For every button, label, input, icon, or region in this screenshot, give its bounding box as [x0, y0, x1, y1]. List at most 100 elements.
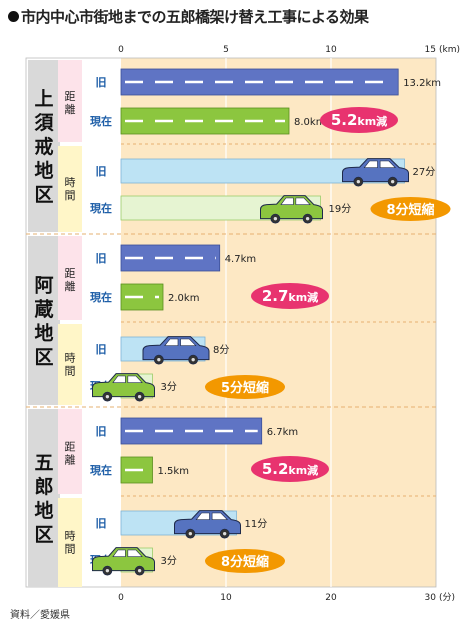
old-row-label: 旧: [96, 165, 107, 178]
distance-cell: [58, 409, 82, 494]
time-label-char: 間: [65, 543, 76, 556]
car-hubcap: [157, 357, 161, 362]
time-reduction-badge: 5分短縮: [205, 375, 285, 399]
car-window: [112, 375, 126, 383]
time-new-value: 19分: [329, 203, 352, 215]
old-row-label: 旧: [96, 517, 107, 530]
bottom-axis-tick-label: 0: [118, 593, 124, 603]
badge-text-part: 5.2: [331, 111, 358, 129]
car-hubcap: [390, 179, 395, 184]
distance-reduction-badge: 5.2km減: [251, 456, 329, 482]
distance-label: 距離: [65, 267, 76, 293]
distance-label-char: 離: [65, 453, 76, 467]
time-cell: [58, 146, 82, 232]
distance-reduction-badge: 2.7km減: [251, 283, 329, 309]
car-hubcap: [305, 216, 310, 221]
bottom-axis-tick-label: 20: [325, 593, 337, 603]
top-axis-unit: (km): [439, 45, 460, 55]
car-window: [280, 197, 294, 205]
region-name-char: 地: [34, 159, 53, 182]
distance-label: 距離: [65, 441, 76, 467]
car-hubcap: [356, 179, 361, 184]
car-hubcap: [273, 216, 278, 221]
region-name-char: 阿: [34, 275, 53, 297]
distance-new-value: 2.0km: [168, 293, 199, 304]
time-label: 時間: [65, 352, 76, 378]
distance-reduction-badge: 5.2km減: [320, 107, 398, 133]
badge-text-part: 8分短縮: [386, 202, 434, 218]
region-name-char: 区: [34, 347, 53, 369]
badge-shape: [370, 197, 451, 221]
badge-text-part: km減: [288, 290, 318, 304]
badge-text-part: km減: [357, 114, 387, 128]
badge-text: 5.2km減: [331, 111, 387, 129]
bottom-axis-unit: (分): [439, 592, 455, 603]
distance-label-char: 距: [65, 267, 76, 280]
car-window: [195, 512, 210, 520]
top-axis-tick-label: 5: [223, 45, 229, 55]
car-window: [127, 375, 143, 383]
car-window: [164, 338, 179, 346]
time-old-value: 27分: [413, 166, 436, 178]
badge-text-part: 5分短縮: [221, 380, 269, 396]
old-row-label: 旧: [96, 343, 107, 356]
distance-cell: [58, 236, 82, 320]
distance-old-value: 13.2km: [403, 78, 441, 89]
car-hubcap: [222, 531, 227, 536]
badge-shape: [251, 283, 329, 309]
current-row-label: 現在: [90, 201, 112, 215]
distance-label-char: 離: [65, 102, 76, 116]
region-name-char: 郎: [34, 475, 53, 498]
car-icon: [142, 336, 210, 365]
car-window: [127, 549, 143, 557]
car-hubcap: [137, 394, 142, 399]
region-name-char: 区: [34, 184, 53, 206]
badge-shape: [205, 375, 285, 399]
car-hubcap: [105, 394, 110, 399]
time-label-char: 時: [65, 530, 76, 543]
distance-label-char: 距: [65, 90, 76, 103]
region-name-char: 地: [34, 499, 53, 522]
car-window: [211, 512, 229, 520]
time-label-char: 時: [65, 352, 76, 365]
badge-shape: [320, 107, 398, 133]
distance-old-value: 4.7km: [225, 254, 256, 265]
badge-text: 5分短縮: [221, 380, 269, 396]
bottom-axis-tick-label: 10: [220, 593, 232, 603]
badge-text-part: km減: [288, 463, 318, 477]
time-cell: [58, 324, 82, 405]
badge-text-part: 8分短縮: [221, 554, 269, 570]
distance-new-bar: [120, 107, 290, 135]
chart-title: 市内中心市街地までの五郎橋架け替え工事による効果: [8, 6, 369, 27]
region-name-char: 須: [34, 112, 54, 134]
current-row-label: 現在: [90, 463, 112, 477]
current-row-label: 現在: [90, 114, 112, 128]
time-label-char: 間: [65, 189, 76, 202]
region-name-char: 戒: [34, 136, 53, 158]
top-axis-tick-label: 15: [425, 45, 436, 55]
time-label-char: 時: [65, 176, 76, 189]
car-window: [180, 338, 197, 346]
badge-text: 2.7km減: [262, 287, 318, 305]
source-note: 資料／愛媛県: [10, 610, 70, 621]
time-reduction-badge: 8分短縮: [370, 197, 451, 221]
car-icon: [260, 195, 323, 224]
top-axis-tick-label: 10: [325, 45, 337, 55]
badge-shape: [251, 456, 329, 482]
time-label: 時間: [65, 176, 76, 202]
region-name-cell: [28, 60, 60, 232]
car-icon: [174, 510, 241, 539]
car-hubcap: [137, 568, 142, 573]
time-old-value: 8分: [213, 344, 229, 356]
bottom-axis-tick-label: 30: [425, 593, 437, 603]
bullet-dot-icon: [8, 11, 19, 22]
region-name-cell: [28, 236, 60, 405]
car-hubcap: [105, 568, 110, 573]
distance-label-char: 離: [65, 279, 76, 293]
old-row-label: 旧: [96, 425, 107, 438]
badge-text: 8分短縮: [386, 202, 434, 218]
